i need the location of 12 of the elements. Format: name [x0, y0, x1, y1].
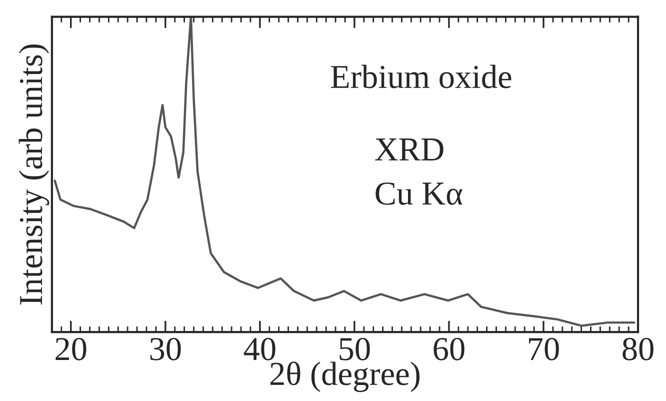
annotation: Erbium oxide [330, 64, 512, 88]
x-axis-title: 2θ (degree) [270, 362, 420, 392]
x-tick-label: 80 [622, 338, 654, 360]
annotation: XRD [375, 138, 444, 160]
x-tick-label: 60 [434, 338, 464, 360]
x-tick-label: 70 [529, 338, 559, 360]
x-tick-label: 50 [340, 338, 370, 360]
x-tick-label: 40 [244, 338, 276, 360]
x-tick-label: 30 [150, 338, 181, 360]
annotation: Cu Kα [376, 182, 462, 205]
x-tick-label: 20 [56, 338, 86, 360]
y-axis-title: Intensity (arb units) [18, 44, 50, 305]
